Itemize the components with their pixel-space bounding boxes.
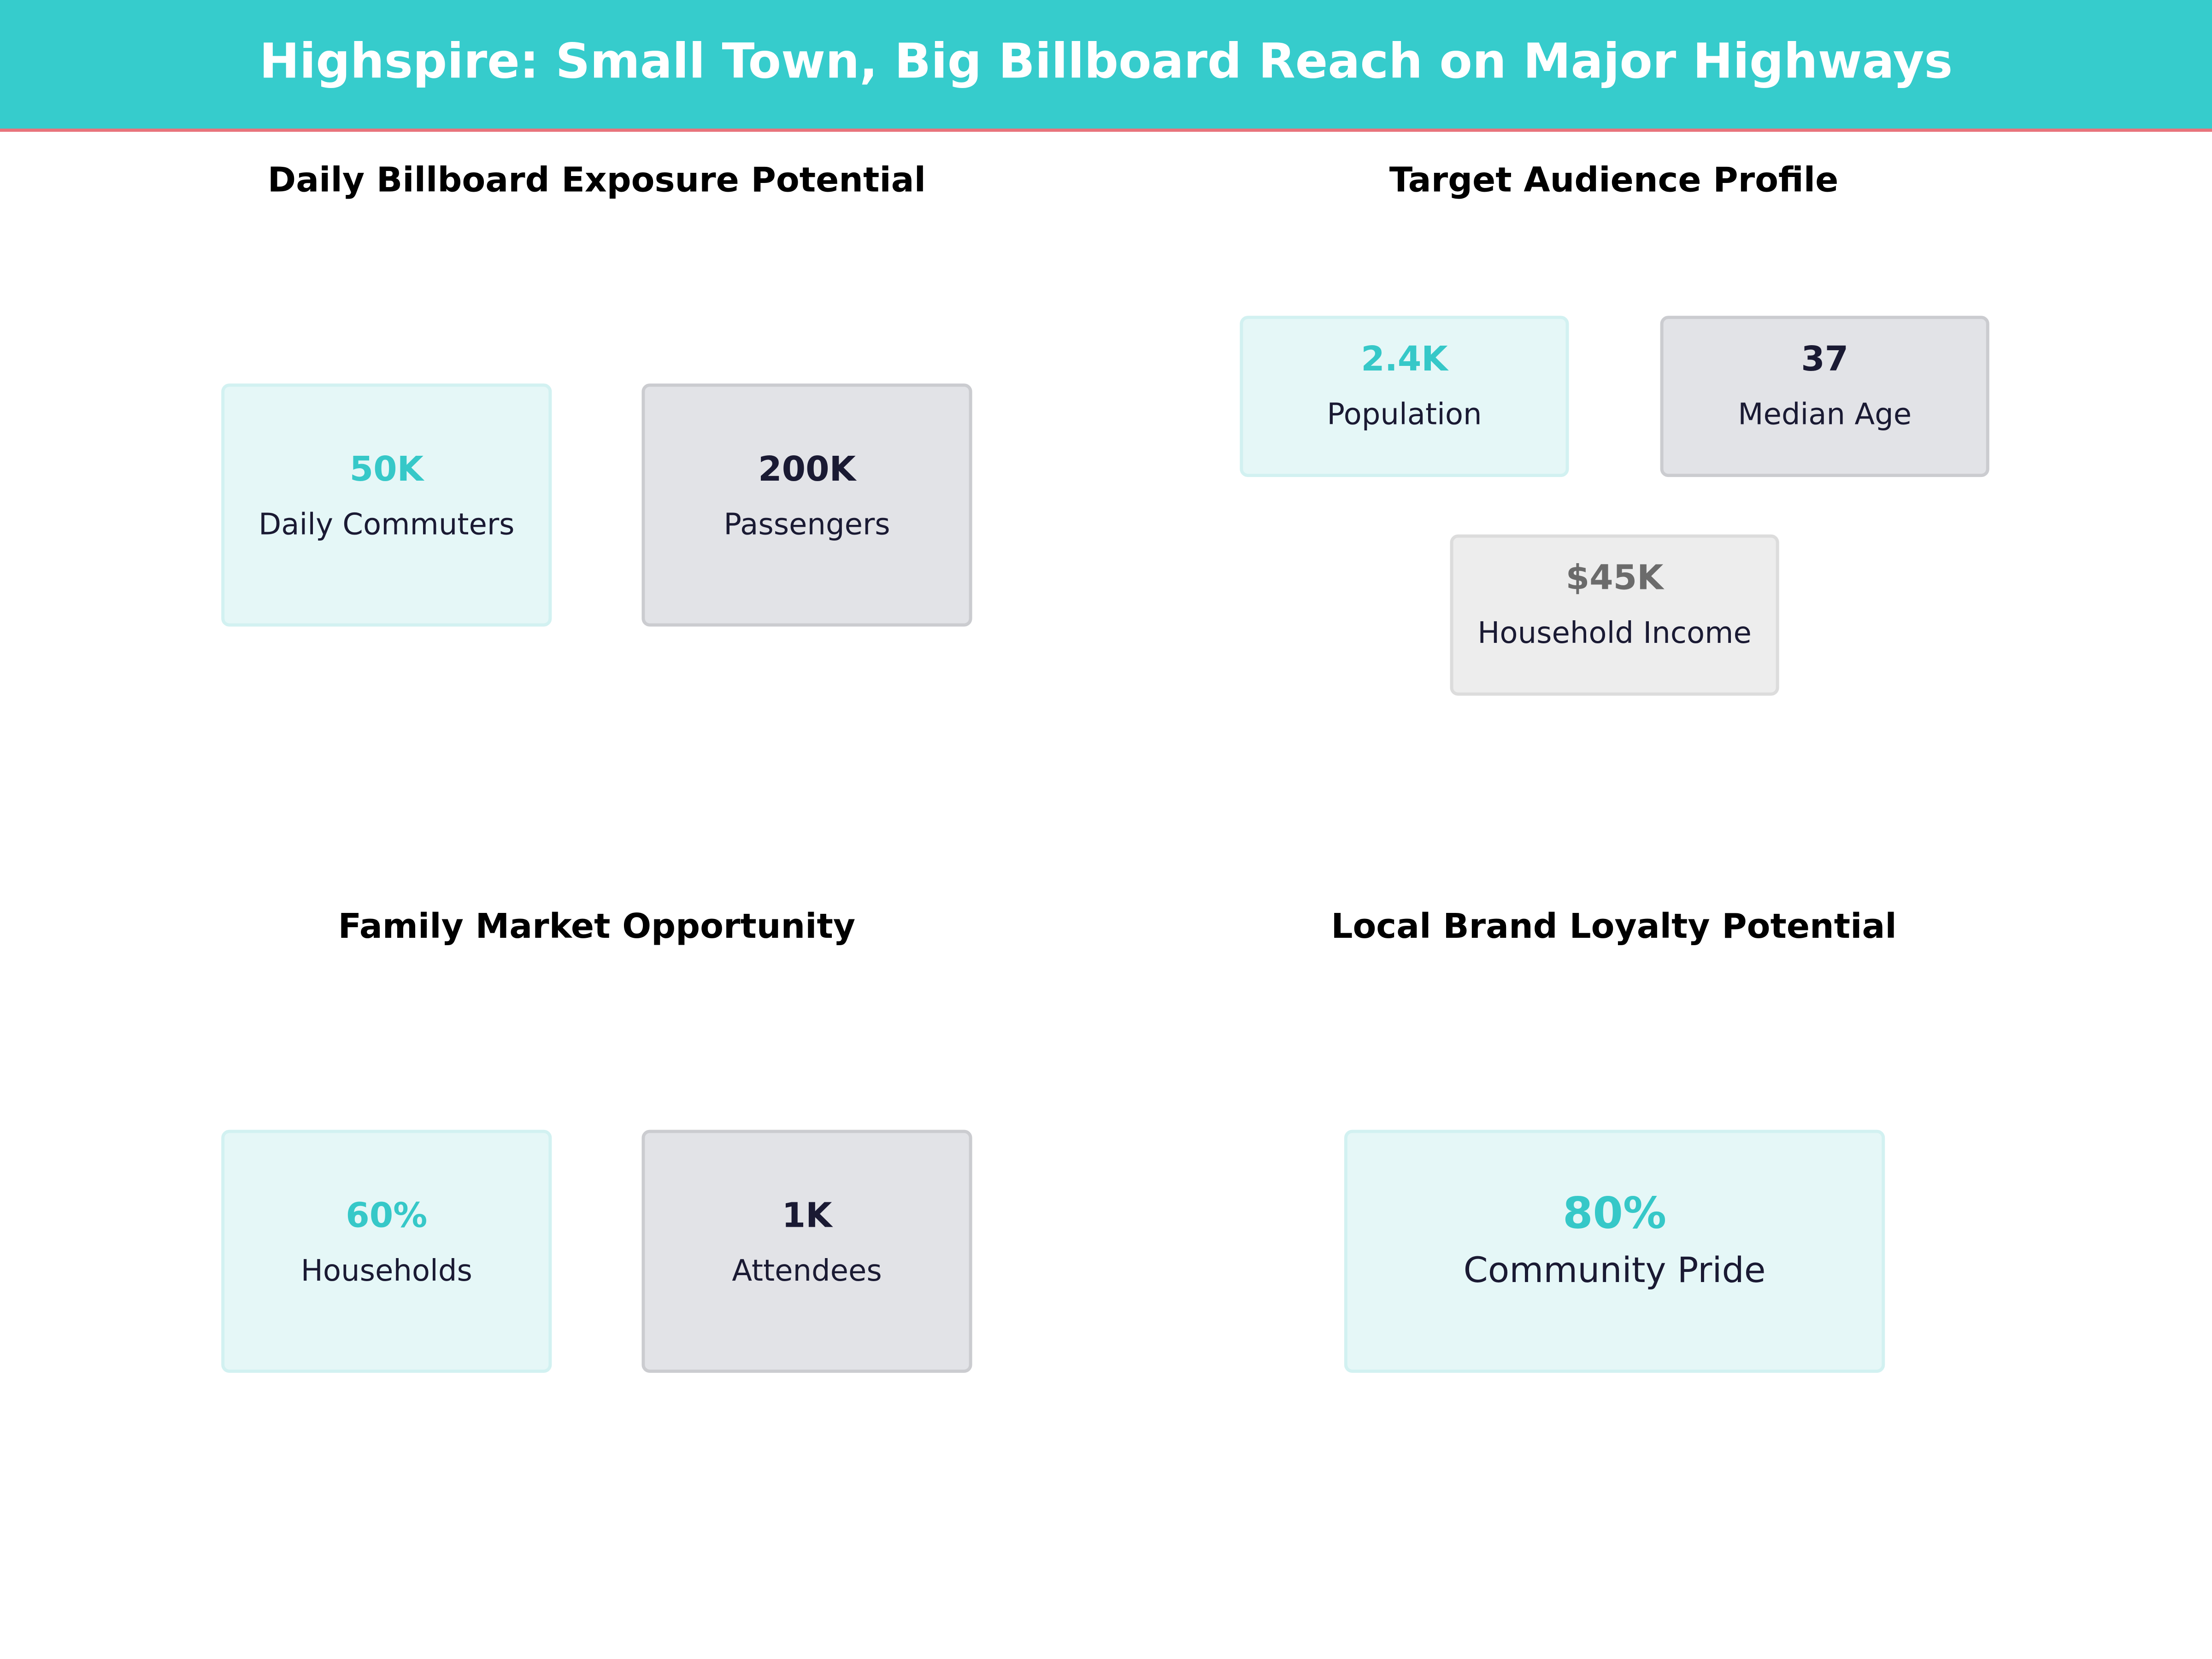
- panel-title: Family Market Opportunity: [338, 906, 856, 946]
- kpi-card: [641, 383, 972, 627]
- kpi-value: 1K: [782, 1195, 833, 1235]
- kpi-card: [1450, 534, 1779, 696]
- panel-title: Local Brand Loyalty Potential: [1331, 906, 1896, 946]
- kpi-label: Household Income: [1477, 616, 1752, 650]
- kpi-card: [221, 1130, 552, 1373]
- header-title: Highspire: Small Town, Big Billboard Rea…: [259, 33, 1953, 89]
- kpi-card: [1240, 316, 1569, 477]
- kpi-label: Households: [301, 1254, 472, 1288]
- kpi-label: Passengers: [724, 507, 890, 541]
- kpi-card: [641, 1130, 972, 1373]
- kpi-card: [1344, 1130, 1885, 1373]
- panel-title: Daily Billboard Exposure Potential: [268, 160, 926, 200]
- kpi-value: 37: [1801, 339, 1848, 379]
- header-bar: [0, 0, 2212, 130]
- kpi-value: $45K: [1566, 558, 1665, 598]
- kpi-label: Community Pride: [1464, 1249, 1766, 1290]
- kpi-label: Daily Commuters: [259, 507, 515, 541]
- kpi-card: [1660, 316, 1989, 477]
- kpi-label: Median Age: [1738, 398, 1912, 432]
- kpi-label: Attendees: [732, 1254, 882, 1288]
- kpi-value: 60%: [346, 1195, 427, 1235]
- panel-title: Target Audience Profile: [1389, 160, 1839, 200]
- header-rule: [0, 129, 2212, 132]
- kpi-card: [221, 383, 552, 627]
- kpi-label: Population: [1327, 398, 1482, 432]
- kpi-value: 50K: [350, 449, 425, 489]
- kpi-value: 2.4K: [1361, 339, 1449, 379]
- kpi-value: 200K: [758, 449, 857, 489]
- kpi-value: 80%: [1563, 1188, 1666, 1239]
